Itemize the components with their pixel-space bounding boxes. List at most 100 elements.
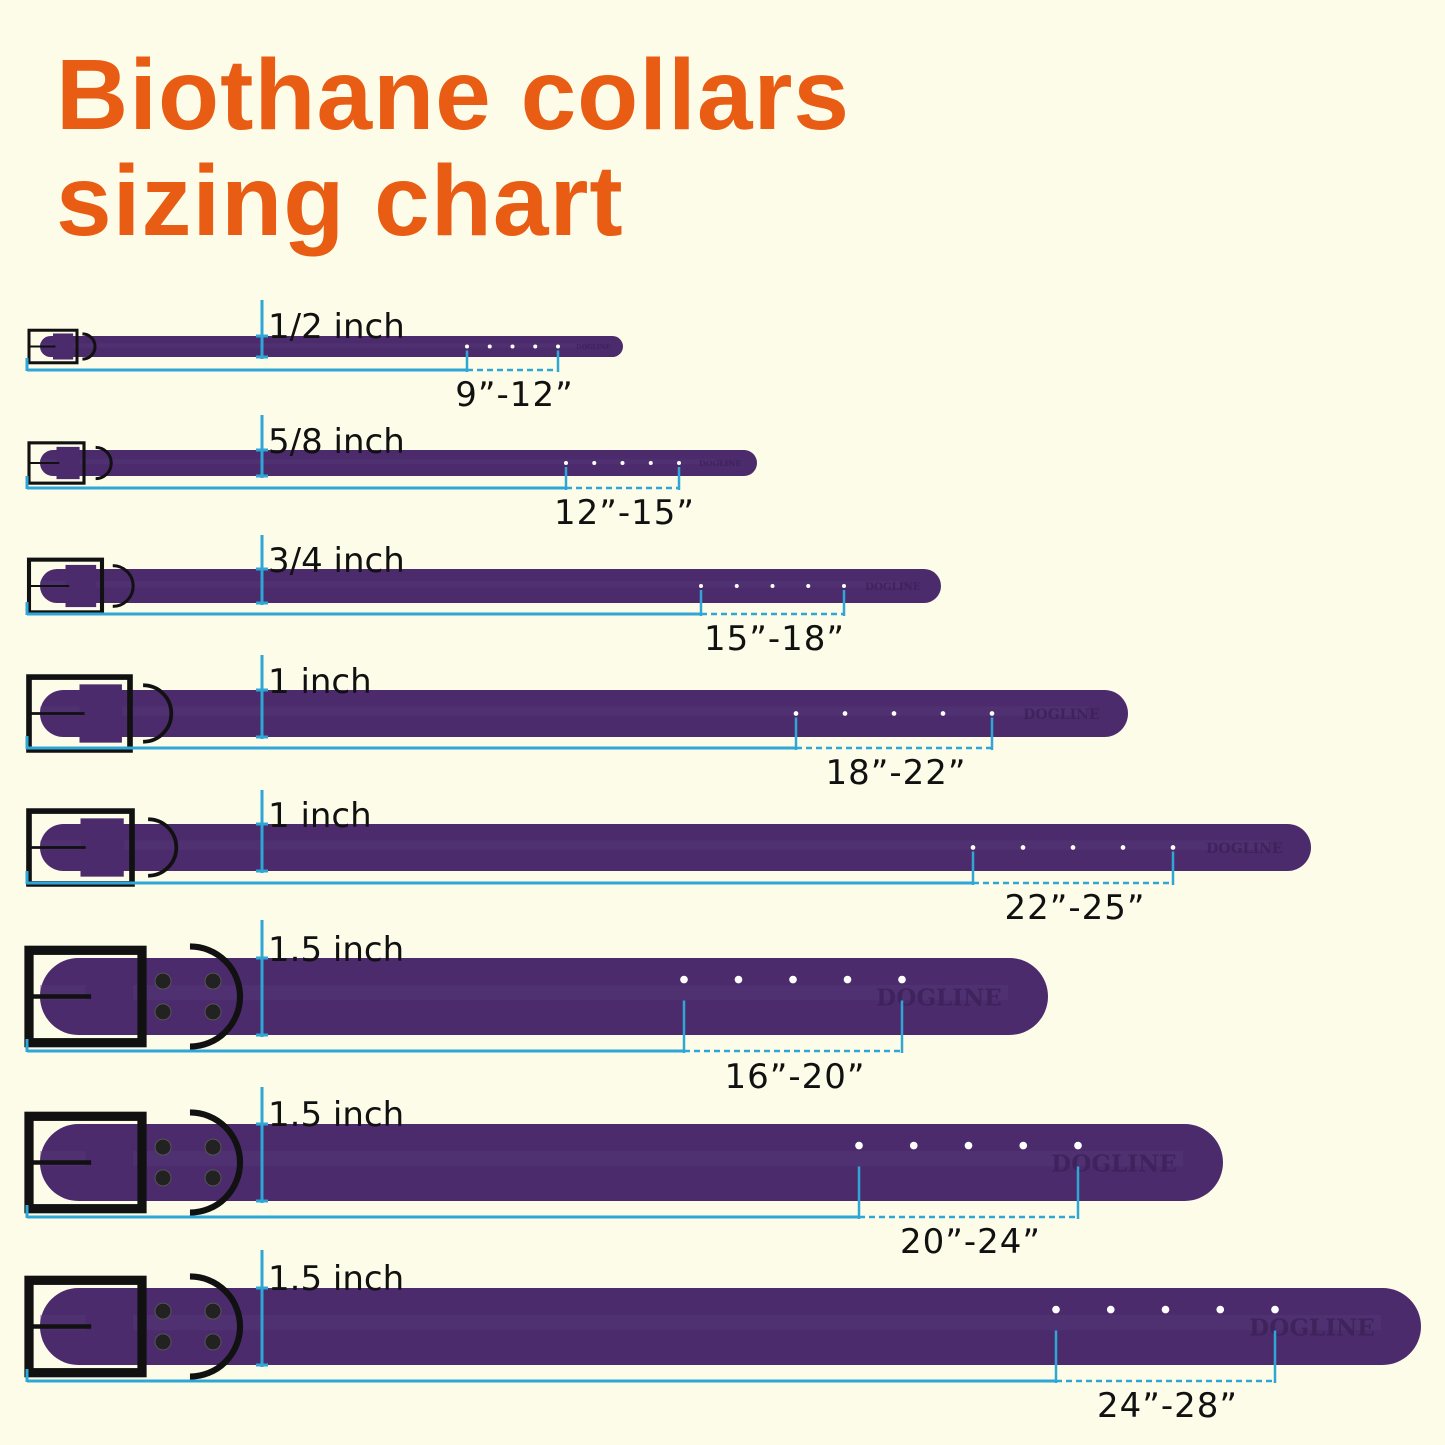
- d-ring-icon: [82, 332, 97, 361]
- rivet-icon: [154, 1333, 172, 1351]
- strap-sheen: [40, 1150, 1183, 1167]
- collar-7: DOGLINE 1.5 inch 20”-24”: [24, 1087, 1223, 1262]
- adjustment-hole: [556, 344, 560, 349]
- adjustment-hole: [842, 584, 846, 588]
- adjustment-hole: [533, 344, 538, 349]
- adjustment-hole: [855, 1141, 863, 1150]
- buckle-keeper: [56, 446, 80, 480]
- collar-width-label: 1.5 inch: [268, 1259, 404, 1299]
- collar-1: DOGLINE 1/2 inch 9”-12”: [25, 300, 623, 415]
- adjustment-hole: [734, 584, 739, 588]
- brand-logo: DOGLINE: [576, 344, 610, 351]
- rivet-icon: [204, 1333, 222, 1351]
- strap-sheen: [40, 984, 1008, 1001]
- d-ring-icon: [143, 683, 174, 744]
- title-line-1: Biothane collars: [56, 39, 850, 151]
- rivet-icon: [154, 1302, 172, 1320]
- collar-2: DOGLINE 5/8 inch 12”-15”: [25, 415, 757, 533]
- d-ring-icon: [189, 943, 244, 1050]
- title-line-2: sizing chart: [56, 145, 624, 257]
- strap-sheen: [40, 706, 1088, 716]
- adjustment-hole: [1020, 845, 1026, 850]
- neck-size-range-label: 24”-28”: [1097, 1386, 1238, 1426]
- adjustment-hole: [1170, 845, 1176, 850]
- adjustment-hole: [1120, 845, 1126, 850]
- neck-size-range-label: 22”-25”: [1004, 888, 1145, 928]
- adjustment-hole: [1271, 1305, 1279, 1314]
- rivet-icon: [204, 972, 222, 990]
- neck-size-range-label: 16”-20”: [724, 1057, 865, 1097]
- d-ring-icon: [95, 445, 113, 481]
- buckle-keeper: [80, 818, 124, 877]
- rivet-icon: [154, 972, 172, 990]
- d-ring-icon: [148, 817, 179, 878]
- adjustment-hole: [806, 584, 811, 588]
- collar-8: DOGLINE 1.5 inch 24”-28”: [24, 1250, 1421, 1426]
- collar-strap: [40, 569, 941, 603]
- adjustment-hole: [989, 711, 995, 716]
- adjustment-hole: [677, 461, 681, 465]
- neck-size-range-label: 20”-24”: [900, 1222, 1041, 1262]
- d-ring-icon: [189, 1109, 244, 1216]
- adjustment-hole: [734, 975, 743, 984]
- collar-strap: [40, 824, 1311, 871]
- adjustment-hole: [964, 1141, 973, 1150]
- brand-logo: DOGLINE: [1249, 1315, 1375, 1342]
- adjustment-hole: [1019, 1141, 1028, 1150]
- neck-size-range-label: 12”-15”: [554, 493, 695, 533]
- adjustment-hole: [1052, 1305, 1060, 1314]
- collar-strap: [40, 690, 1128, 737]
- adjustment-hole: [793, 711, 799, 716]
- collar-3: DOGLINE 3/4 inch 15”-18”: [25, 535, 941, 659]
- brand-logo: DOGLINE: [865, 581, 921, 593]
- collar-width-label: 3/4 inch: [268, 541, 405, 581]
- adjustment-hole: [620, 461, 625, 465]
- rivet-icon: [204, 1169, 222, 1187]
- adjustment-hole: [592, 461, 597, 465]
- adjustment-hole: [1070, 845, 1076, 850]
- buckle-keeper: [85, 959, 133, 1034]
- page-title: Biothane collars sizing chart: [56, 42, 850, 254]
- rivet-icon: [154, 1138, 172, 1156]
- collar-4: DOGLINE 1 inch 18”-22”: [25, 655, 1128, 793]
- collar-6: DOGLINE 1.5 inch 16”-20”: [24, 920, 1048, 1097]
- adjustment-hole: [564, 461, 568, 465]
- neck-size-range-label: 18”-22”: [825, 753, 966, 793]
- adjustment-hole: [1161, 1305, 1170, 1314]
- adjustment-hole: [648, 461, 653, 465]
- adjustment-hole: [1106, 1305, 1115, 1314]
- adjustment-hole: [1216, 1305, 1225, 1314]
- adjustment-hole: [898, 975, 906, 984]
- collar-strap: [40, 1288, 1421, 1365]
- collar-strap: [40, 1124, 1223, 1201]
- adjustment-hole: [891, 711, 897, 716]
- d-ring-icon: [189, 1273, 244, 1380]
- adjustment-hole: [770, 584, 775, 588]
- neck-size-range-label: 9”-12”: [455, 375, 573, 415]
- adjustment-hole: [789, 975, 797, 984]
- buckle-keeper: [79, 684, 122, 743]
- buckle-keeper: [65, 564, 97, 608]
- adjustment-hole: [909, 1141, 918, 1150]
- collar-width-label: 1/2 inch: [268, 307, 405, 347]
- buckle-keeper: [53, 333, 74, 360]
- strap-sheen: [40, 343, 583, 348]
- strap-sheen: [40, 459, 717, 465]
- rivet-icon: [154, 1169, 172, 1187]
- adjustment-hole: [680, 975, 688, 984]
- brand-logo: DOGLINE: [1023, 707, 1100, 723]
- collar-width-label: 1 inch: [268, 662, 372, 702]
- collar-5: DOGLINE 1 inch 22”-25”: [25, 790, 1311, 928]
- collar-strap: [40, 450, 757, 476]
- buckle-keeper: [85, 1125, 133, 1200]
- adjustment-hole: [699, 584, 703, 588]
- adjustment-hole: [1074, 1141, 1082, 1150]
- adjustment-hole: [843, 975, 852, 984]
- strap-sheen: [40, 580, 901, 588]
- d-ring-icon: [112, 564, 135, 608]
- collar-width-label: 1 inch: [268, 796, 372, 836]
- neck-size-range-label: 15”-18”: [704, 619, 845, 659]
- buckle-keeper: [85, 1289, 133, 1364]
- adjustment-hole: [940, 711, 946, 716]
